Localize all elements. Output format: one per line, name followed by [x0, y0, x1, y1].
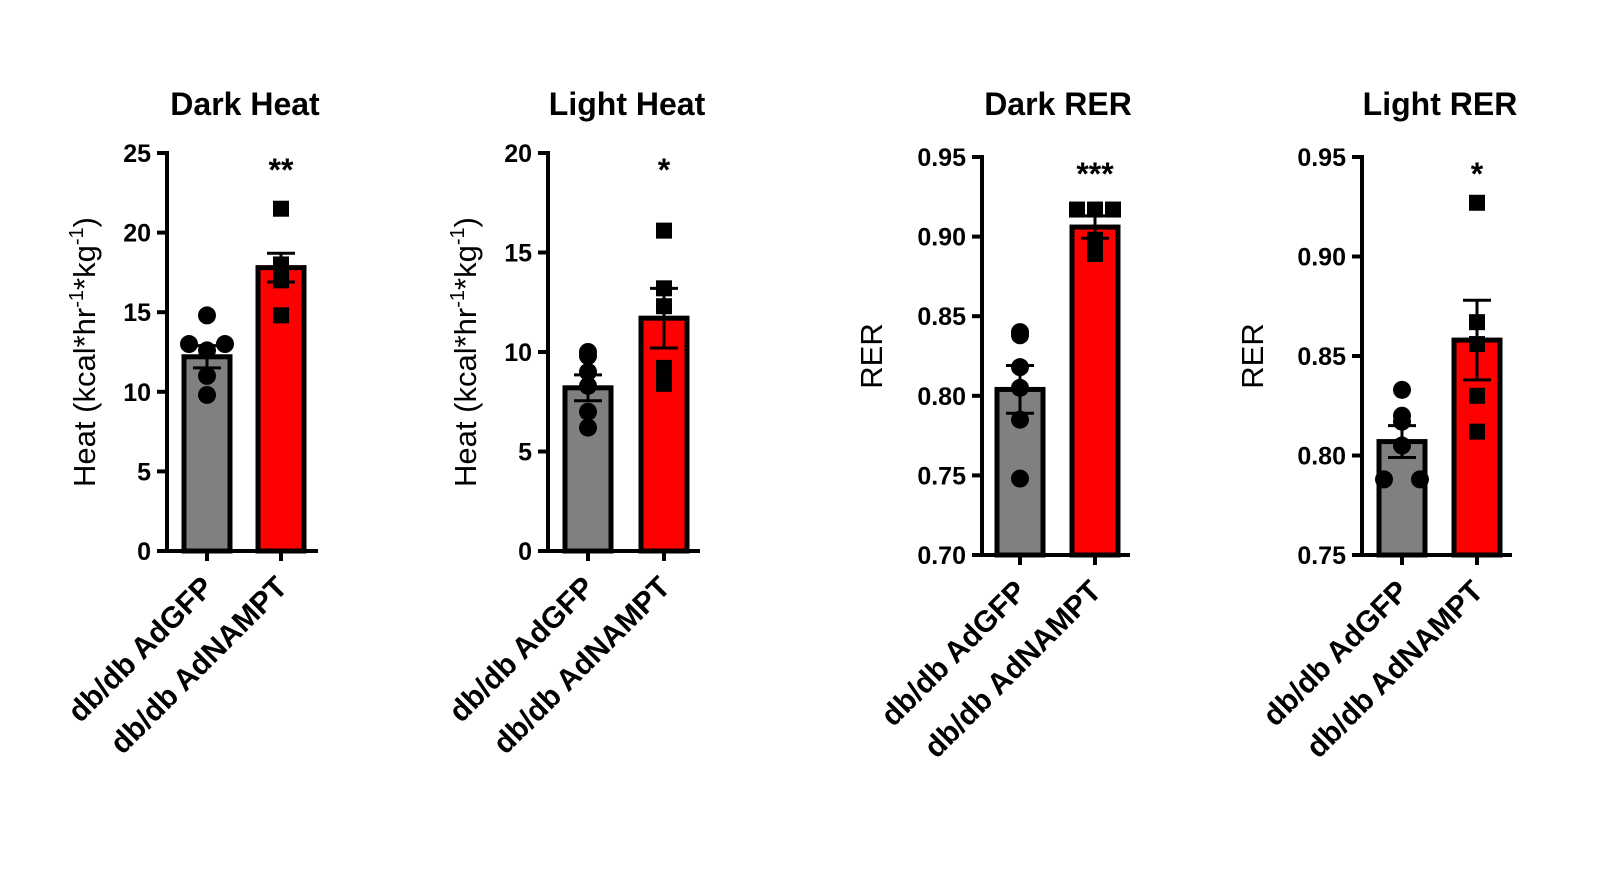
bar-adgfp	[181, 354, 233, 554]
y-tick-label: 25	[123, 140, 151, 168]
significance-marker: **	[269, 152, 294, 188]
data-point-adgfp	[579, 418, 597, 437]
data-point-adgfp	[579, 402, 597, 421]
chart-title: Light RER	[1363, 86, 1518, 122]
data-point-adnampt	[273, 307, 289, 324]
y-tick-label: 0.70	[917, 542, 966, 570]
significance-marker: *	[1471, 156, 1484, 192]
data-point-adnampt	[1469, 194, 1485, 211]
data-point-adgfp	[198, 385, 216, 404]
y-tick-label: 0	[137, 538, 151, 566]
y-tick-label: 0.85	[1297, 343, 1346, 371]
y-axis-label-part: Heat (kcal*hr	[67, 308, 102, 487]
data-point-adnampt	[1069, 201, 1085, 218]
data-point-adgfp	[1011, 469, 1029, 488]
y-tick-label: 5	[518, 439, 532, 467]
y-tick-label: 0.90	[1297, 244, 1346, 272]
y-tick-label: 10	[123, 379, 151, 407]
y-tick-label: 0.85	[917, 303, 966, 331]
data-point-adgfp	[1393, 380, 1411, 399]
y-axis-label-part: Heat (kcal*hr	[448, 308, 483, 487]
significance-marker: ***	[1076, 156, 1114, 192]
data-point-adnampt	[656, 375, 672, 392]
data-point-adgfp	[198, 366, 216, 385]
y-tick-label: 5	[137, 458, 151, 486]
data-point-adnampt	[656, 359, 672, 376]
y-axis-label: RER	[1235, 323, 1270, 388]
y-axis-label: Heat (kcal*hr-1*kg-1)	[447, 217, 483, 487]
data-point-adgfp	[1011, 410, 1029, 429]
data-point-adgfp	[1375, 470, 1393, 489]
data-point-adnampt	[1469, 423, 1485, 440]
y-axis-label-part: )	[448, 217, 483, 227]
data-point-adnampt	[1087, 231, 1103, 248]
bar-adnampt	[1069, 224, 1121, 558]
y-axis-label-part: RER	[1235, 323, 1270, 388]
y-tick-label: 15	[504, 240, 532, 268]
y-tick-label: 0.90	[917, 224, 966, 252]
y-axis-label-part: *kg	[67, 245, 102, 290]
y-axis-label-part: )	[67, 217, 102, 227]
y-axis-label: Heat (kcal*hr-1*kg-1)	[66, 217, 102, 487]
y-tick-label: 0.95	[1297, 144, 1346, 172]
y-tick-label: 20	[123, 220, 151, 248]
data-point-adgfp	[1011, 323, 1029, 342]
chart-title: Dark RER	[984, 86, 1132, 122]
y-tick-label: 0.75	[917, 462, 966, 490]
data-point-adnampt	[656, 222, 672, 239]
y-axis-label-superscript: -1	[447, 290, 469, 308]
data-point-adnampt	[1105, 201, 1121, 218]
data-point-adgfp	[579, 343, 597, 361]
y-tick-label: 0.80	[917, 383, 966, 411]
y-tick-label: 0.75	[1297, 542, 1346, 570]
y-axis-label-part: RER	[854, 323, 889, 388]
y-axis-label-part: *kg	[448, 245, 483, 290]
y-tick-label: 20	[504, 140, 532, 168]
y-tick-label: 0.80	[1297, 443, 1346, 471]
bar-adnampt	[638, 315, 690, 554]
data-point-adgfp	[1411, 470, 1429, 489]
y-tick-label: 10	[504, 339, 532, 367]
y-tick-label: 0	[518, 538, 532, 566]
data-point-adnampt	[1087, 246, 1103, 263]
y-axis-label: RER	[854, 323, 889, 388]
data-point-adnampt	[1469, 387, 1485, 404]
data-point-adgfp	[579, 362, 597, 381]
data-point-adgfp	[216, 335, 234, 354]
bar-adgfp	[1376, 439, 1428, 558]
significance-marker: *	[658, 152, 671, 188]
data-point-adgfp	[180, 335, 198, 354]
chart-title: Dark Heat	[170, 86, 320, 122]
chart-panel-3: Dark RERRER0.700.750.800.850.900.95db/db…	[854, 86, 1132, 764]
data-point-adnampt	[1087, 201, 1103, 218]
y-axis-label-superscript: -1	[66, 227, 88, 245]
y-tick-label: 15	[123, 299, 151, 327]
y-tick-label: 0.95	[917, 144, 966, 172]
data-point-adgfp	[198, 306, 216, 325]
y-axis-label-superscript: -1	[447, 227, 469, 245]
data-point-adnampt	[273, 200, 289, 217]
y-axis-label-superscript: -1	[66, 290, 88, 308]
chart-title: Light Heat	[549, 86, 706, 122]
